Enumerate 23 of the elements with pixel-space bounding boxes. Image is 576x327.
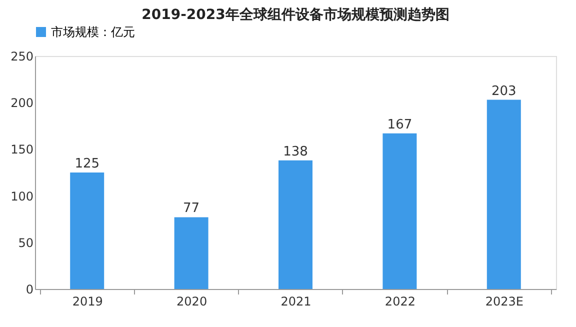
- bar: [486, 100, 521, 289]
- data-label: 167: [387, 117, 412, 132]
- bar: [278, 160, 312, 289]
- x-tick-label: 2020: [176, 294, 208, 308]
- y-tick-label: 0: [26, 282, 34, 296]
- data-label: 203: [491, 84, 516, 99]
- bar: [382, 133, 417, 289]
- x-tick-label: 2022: [384, 294, 416, 308]
- legend-label: 市场规模：亿元: [51, 25, 135, 39]
- chart-title: 2019-2023年全球组件设备市场规模预测趋势图: [142, 6, 450, 23]
- x-tick-label: 2023E: [485, 294, 524, 308]
- y-tick-label: 150: [10, 142, 34, 157]
- data-label: 77: [183, 201, 200, 216]
- x-tick-label: 2019: [72, 294, 103, 308]
- y-tick-label: 50: [18, 236, 34, 250]
- y-tick-label: 100: [10, 189, 34, 204]
- y-tick-label: 250: [10, 50, 34, 64]
- bar: [70, 172, 104, 289]
- bar: [174, 217, 208, 289]
- data-label: 138: [283, 144, 308, 160]
- x-tick-label: 2021: [280, 294, 312, 308]
- data-label: 125: [74, 156, 100, 172]
- y-tick-label: 200: [10, 96, 34, 110]
